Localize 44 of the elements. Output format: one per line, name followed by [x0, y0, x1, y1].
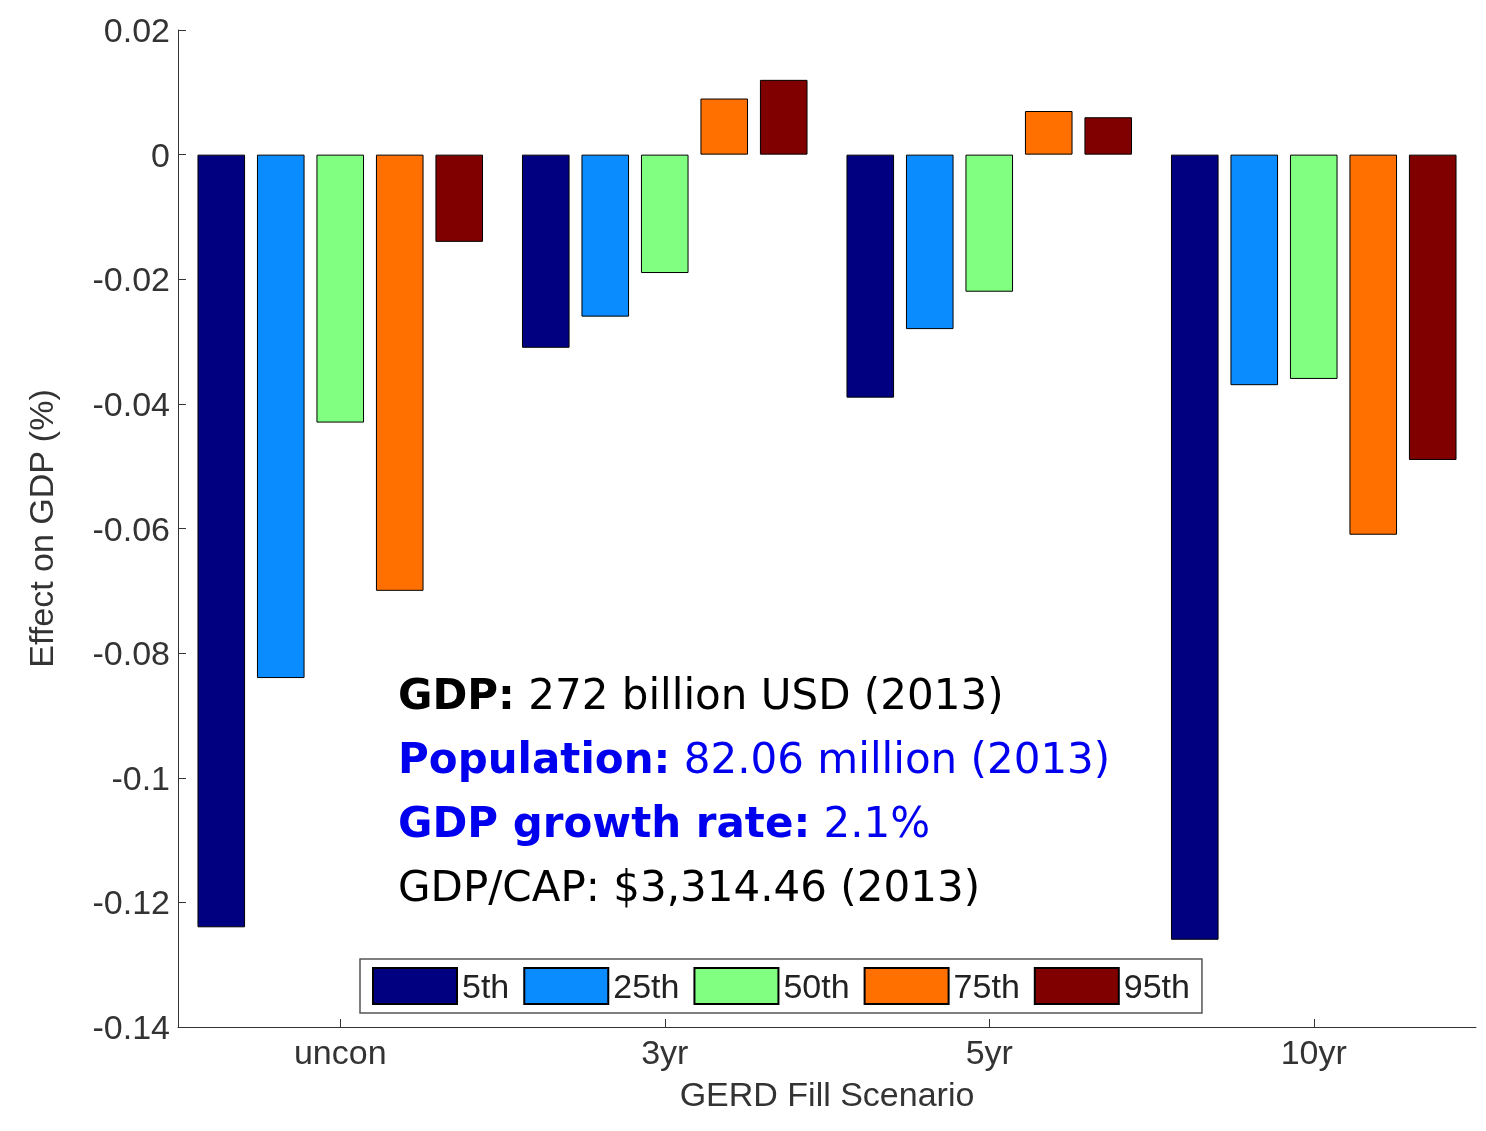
legend-label: 95th	[1123, 967, 1190, 1005]
y-tick-label: -0.04	[92, 384, 170, 423]
y-tick-label: 0	[151, 135, 170, 174]
x-tick-label: 3yr	[641, 1033, 689, 1071]
bar	[1408, 154, 1457, 460]
bar	[581, 154, 630, 317]
annotation: Population: 82.06 million (2013)	[398, 733, 1111, 783]
bar	[1230, 154, 1279, 386]
bar	[700, 98, 749, 155]
x-tick-label: uncon	[293, 1033, 387, 1071]
bar	[1349, 154, 1398, 535]
y-tick-label: -0.1	[111, 758, 170, 797]
bar	[905, 154, 954, 330]
bar	[1170, 154, 1219, 940]
legend-label: 75th	[953, 967, 1020, 1005]
y-tick-label: 0.02	[103, 11, 170, 49]
bar	[1084, 117, 1133, 155]
bar	[521, 154, 570, 348]
legend-label: 25th	[613, 967, 680, 1005]
bar	[965, 154, 1014, 292]
bar	[375, 154, 424, 591]
x-axis-title: GERD Fill Scenario	[679, 1075, 975, 1113]
bar	[256, 154, 305, 679]
y-axis-title: Effect on GDP (%)	[22, 389, 60, 668]
y-tick-label: -0.12	[92, 883, 170, 922]
bar	[316, 154, 365, 423]
bar	[197, 154, 246, 928]
y-tick-label: -0.14	[92, 1008, 170, 1046]
y-tick-label: -0.08	[92, 634, 170, 673]
bar	[1289, 154, 1338, 379]
annotation: GDP/CAP: $3,314.46 (2013)	[398, 861, 981, 911]
x-tick-label: 5yr	[965, 1033, 1013, 1071]
bar	[435, 154, 484, 242]
bar	[640, 154, 689, 274]
bar	[846, 154, 895, 398]
legend-label: 5th	[462, 967, 510, 1005]
y-tick-label: -0.06	[92, 509, 170, 548]
x-tick-label: 10yr	[1280, 1033, 1347, 1071]
bar	[1024, 111, 1073, 155]
legend-label: 50th	[783, 967, 850, 1005]
annotation: GDP growth rate: 2.1%	[398, 797, 931, 847]
bar	[759, 79, 808, 155]
y-tick-label: -0.02	[92, 260, 170, 299]
annotation: GDP: 272 billion USD (2013)	[398, 669, 1004, 719]
